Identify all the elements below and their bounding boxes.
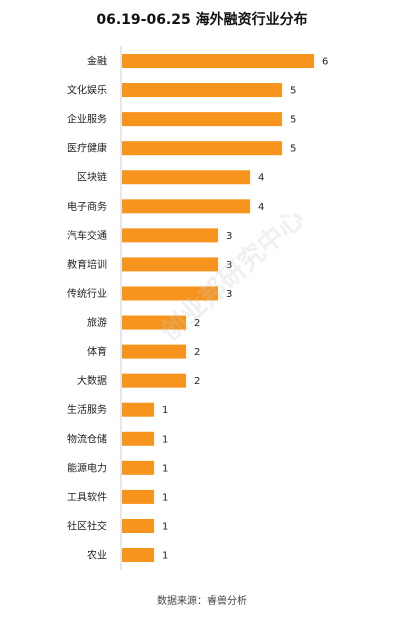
category-label: 农业 xyxy=(87,549,107,562)
bar xyxy=(122,54,314,68)
value-label: 2 xyxy=(194,347,200,358)
category-label: 医疗健康 xyxy=(67,142,107,155)
value-label: 1 xyxy=(162,463,168,474)
category-label: 教育培训 xyxy=(67,258,107,271)
bar xyxy=(122,489,154,504)
value-label: 4 xyxy=(258,173,264,184)
bar xyxy=(122,170,250,185)
category-label: 生活服务 xyxy=(67,403,107,416)
bar xyxy=(122,518,154,533)
category-label: 电子商务 xyxy=(67,200,107,213)
category-label: 传统行业 xyxy=(67,287,107,300)
bar xyxy=(122,112,282,127)
bar xyxy=(122,141,282,156)
bar xyxy=(122,315,186,330)
bar xyxy=(122,228,218,243)
bar xyxy=(122,83,282,98)
bar xyxy=(122,373,186,388)
value-label: 2 xyxy=(194,318,200,329)
bar xyxy=(122,431,154,446)
value-label: 4 xyxy=(258,202,264,213)
category-label: 文化娱乐 xyxy=(67,84,107,97)
value-label: 3 xyxy=(226,260,232,271)
value-label: 1 xyxy=(162,551,168,562)
value-label: 5 xyxy=(290,86,296,97)
bar xyxy=(122,548,154,563)
bar xyxy=(122,344,186,359)
category-label: 物流仓储 xyxy=(67,432,107,445)
value-label: 1 xyxy=(162,434,168,445)
value-label: 5 xyxy=(290,115,296,126)
bar xyxy=(122,286,218,301)
value-label: 1 xyxy=(162,492,168,503)
source-note: 数据来源：睿兽分析 xyxy=(157,596,247,607)
category-label: 体育 xyxy=(87,345,107,358)
value-label: 1 xyxy=(162,405,168,416)
category-label: 能源电力 xyxy=(67,461,107,474)
chart-title: 06.19-06.25 海外融资行业分布 xyxy=(96,12,308,28)
category-label: 社区社交 xyxy=(67,519,107,532)
value-label: 2 xyxy=(194,376,200,387)
category-label: 金融 xyxy=(87,55,107,68)
bar xyxy=(122,402,154,417)
value-label: 6 xyxy=(322,57,328,68)
category-label: 汽车交通 xyxy=(67,229,107,242)
value-label: 3 xyxy=(226,289,232,300)
category-label: 旅游 xyxy=(87,316,107,329)
category-label: 区块链 xyxy=(77,171,107,184)
category-label: 工具软件 xyxy=(67,490,107,503)
bar xyxy=(122,257,218,272)
value-label: 5 xyxy=(290,144,296,155)
bar xyxy=(122,199,250,214)
value-label: 1 xyxy=(162,521,168,532)
value-label: 3 xyxy=(226,231,232,242)
bar xyxy=(122,460,154,475)
category-label: 企业服务 xyxy=(67,113,107,126)
category-label: 大数据 xyxy=(77,374,107,387)
